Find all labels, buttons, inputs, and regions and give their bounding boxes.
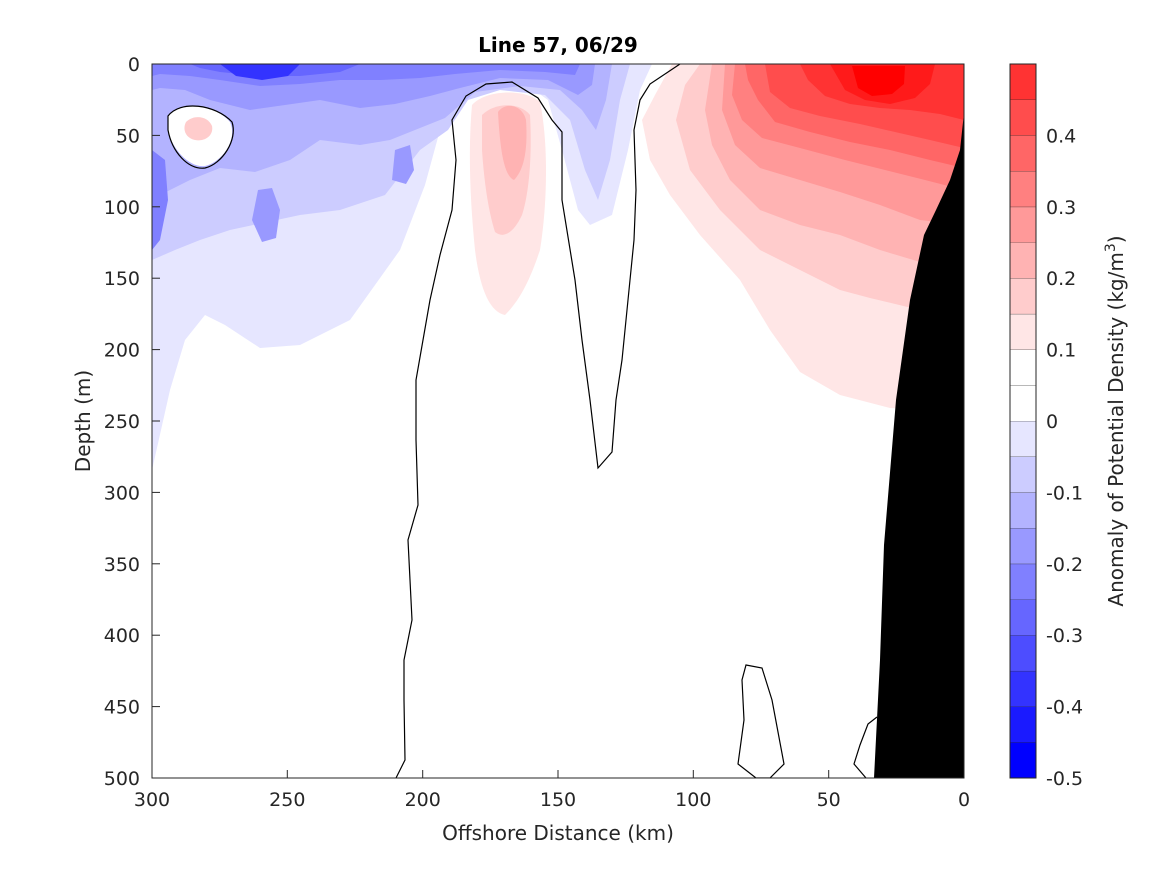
x-tick-label: 300	[134, 789, 170, 811]
colorbar-swatch	[1010, 599, 1036, 636]
colorbar-swatch	[1010, 492, 1036, 529]
y-tick-label: 200	[104, 340, 140, 362]
colorbar-swatch	[1010, 635, 1036, 671]
colorbar-swatch	[1010, 670, 1036, 707]
colorbar-swatch	[1010, 349, 1036, 386]
colorbar-frame	[1009, 63, 1037, 779]
y-tick-label: 150	[104, 268, 140, 290]
zero-contour-line-4	[853, 716, 878, 778]
x-axis-label: Offshore Distance (km)	[442, 821, 674, 845]
contour-fill-neg-10	[392, 145, 414, 184]
x-axis: 300 250 200 150 100 50 0 Offshore Distan…	[134, 770, 970, 845]
colorbar-swatch	[1010, 278, 1036, 314]
colorbar-tick-label: -0.5	[1046, 768, 1083, 790]
y-tick-label: 300	[104, 482, 140, 504]
colorbar-swatch	[1010, 313, 1036, 350]
y-tick-label: 100	[104, 197, 140, 219]
y-axis: 0 50 100 150 200 250 300 350 400 450 500…	[71, 54, 160, 790]
bathymetry-seafloor	[874, 113, 964, 778]
colorbar: -0.5 -0.4 -0.3 -0.2 -0.1 0 0.1 0.2 0.3 0.4 Anomal…	[1009, 63, 1128, 790]
y-tick-label: 350	[104, 554, 140, 576]
contour-fill-neg-09	[252, 188, 280, 242]
colorbar-tick-label: 0	[1046, 411, 1058, 433]
colorbar-swatch	[1010, 528, 1036, 564]
y-axis-label: Depth (m)	[71, 370, 95, 472]
colorbar-tick-label: 0.2	[1046, 268, 1076, 290]
contour-fill-neg-07	[220, 64, 300, 80]
colorbar-ticks: -0.5 -0.4 -0.3 -0.2 -0.1 0 0.1 0.2 0.3 0.4	[1046, 125, 1083, 790]
colorbar-swatch	[1010, 421, 1036, 457]
colorbar-swatch	[1010, 171, 1036, 207]
colorbar-tick-label: -0.3	[1046, 625, 1083, 647]
zero-contour-line-1	[167, 105, 234, 169]
tongue-fill-pos-3	[498, 105, 527, 180]
zero-contour-line-2	[395, 64, 681, 778]
y-tick-label: 450	[104, 697, 140, 719]
colorbar-swatch	[1010, 385, 1036, 421]
colorbar-swatches	[1010, 63, 1036, 778]
colorbar-tick-label: 0.1	[1046, 340, 1076, 362]
y-tick-label: 50	[116, 125, 140, 147]
x-tick-label: 100	[675, 789, 711, 811]
colorbar-label-superscript: 3	[1103, 243, 1119, 252]
colorbar-swatch	[1010, 456, 1036, 493]
zero-contour-line-3	[737, 664, 785, 778]
plot-area	[152, 64, 964, 778]
colorbar-swatch	[1010, 563, 1036, 600]
x-tick-label: 250	[269, 789, 305, 811]
colorbar-swatch	[1010, 135, 1036, 172]
colorbar-tick-label: -0.2	[1046, 554, 1083, 576]
x-tick-label: 150	[540, 789, 576, 811]
chart-title: Line 57, 06/29	[478, 33, 638, 57]
colorbar-tick-label: 0.4	[1046, 125, 1076, 147]
colorbar-tick-label: -0.4	[1046, 697, 1083, 719]
x-tick-label: 200	[405, 789, 441, 811]
colorbar-swatch	[1010, 64, 1036, 100]
y-tick-label: 250	[104, 411, 140, 433]
colorbar-swatch	[1010, 206, 1036, 243]
eddy-positive-fill	[184, 117, 213, 141]
colorbar-label-suffix: )	[1104, 235, 1128, 243]
contour-fill-pos-10	[852, 66, 905, 96]
colorbar-label-main: Anomaly of Potential Density (kg/m	[1104, 252, 1128, 606]
colorbar-swatch	[1010, 742, 1036, 778]
colorbar-label: Anomaly of Potential Density (kg/m3)	[1103, 235, 1128, 606]
colorbar-tick-label: 0.3	[1046, 197, 1076, 219]
y-tick-label: 500	[104, 768, 140, 790]
y-tick-label: 400	[104, 625, 140, 647]
colorbar-swatch	[1010, 706, 1036, 743]
colorbar-tick-label: -0.1	[1046, 482, 1083, 504]
x-tick-label: 50	[817, 789, 841, 811]
contour-fill-neg-08	[152, 150, 168, 250]
colorbar-swatch	[1010, 99, 1036, 136]
y-tick-label: 0	[128, 54, 140, 76]
colorbar-swatch	[1010, 242, 1036, 279]
x-tick-label: 0	[958, 789, 970, 811]
